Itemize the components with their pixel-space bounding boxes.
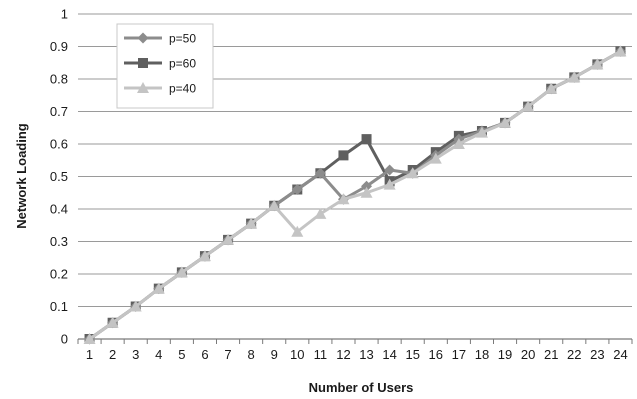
data-point	[222, 233, 235, 245]
data-point	[522, 100, 535, 112]
series-p-40	[83, 45, 627, 344]
data-point	[152, 282, 165, 294]
x-tick-label: 4	[155, 347, 162, 362]
legend-box	[116, 23, 214, 109]
data-point	[175, 266, 188, 278]
x-tick-label: 3	[132, 347, 139, 362]
data-point	[591, 58, 604, 70]
data-point	[129, 300, 142, 312]
data-point	[314, 207, 327, 219]
x-tick-label: 22	[567, 347, 581, 362]
legend-marker	[138, 58, 148, 68]
data-point	[291, 184, 303, 195]
data-point	[545, 82, 558, 94]
legend-label: p=50	[169, 32, 196, 46]
x-tick-label: 18	[475, 347, 489, 362]
data-point	[406, 167, 419, 179]
y-tick-label: 0	[61, 332, 68, 347]
x-tick-label: 5	[178, 347, 185, 362]
y-axis-title: Network Loading	[14, 123, 29, 229]
data-point	[452, 138, 465, 149]
gridlines	[78, 13, 632, 307]
x-tick-label: 24	[613, 347, 627, 362]
legend-item: p=40	[124, 82, 196, 96]
x-tick-label: 19	[498, 347, 512, 362]
data-point	[361, 134, 372, 145]
data-point	[106, 316, 119, 328]
x-tick-label: 7	[224, 347, 231, 362]
data-point	[568, 71, 581, 83]
data-point	[614, 45, 627, 57]
y-tick-label: 0.5	[50, 169, 68, 184]
legend-label: p=60	[169, 57, 196, 71]
x-tick-label: 21	[544, 347, 558, 362]
legend-label: p=40	[169, 82, 196, 96]
x-tick-label: 15	[405, 347, 419, 362]
x-tick-label: 8	[248, 347, 255, 362]
y-tick-label: 1	[61, 7, 68, 22]
data-point	[361, 180, 373, 192]
data-point	[198, 250, 211, 262]
legend-item: p=60	[124, 57, 196, 71]
x-tick-label: 14	[382, 347, 396, 362]
x-tick-label: 11	[314, 347, 328, 362]
x-tick-label: 2	[109, 347, 116, 362]
data-point	[338, 150, 349, 161]
x-tick-label: 9	[271, 347, 278, 362]
legend: p=50 p=60 p=40	[116, 23, 214, 109]
data-point	[337, 193, 350, 205]
data-point	[429, 152, 442, 164]
y-tick-label: 0.9	[50, 39, 68, 54]
x-tick-label: 17	[452, 347, 466, 362]
x-axis-title: Number of Users	[309, 380, 414, 395]
y-tick-label: 0.8	[50, 72, 68, 87]
y-tick-label: 0.3	[50, 234, 68, 249]
data-point	[268, 199, 281, 211]
x-tick-label: 12	[336, 347, 350, 362]
data-point	[499, 116, 512, 128]
series-group	[83, 45, 627, 345]
data-point	[245, 217, 258, 229]
y-tick-label: 0.7	[50, 104, 68, 119]
x-tick-label: 13	[359, 347, 373, 362]
data-point	[314, 167, 326, 179]
y-tick-label: 0.6	[50, 137, 68, 152]
x-tick-label: 10	[290, 347, 304, 362]
y-axis-ticks: 0 0.1 0.2 0.3 0.4 0.5 0.6 0.7 0.8 0.9 1	[50, 7, 68, 347]
data-point	[291, 225, 304, 237]
x-tick-label: 16	[429, 347, 443, 362]
data-point	[384, 164, 396, 176]
data-point	[83, 333, 96, 344]
x-tick-label: 20	[521, 347, 535, 362]
legend-marker	[137, 82, 149, 93]
data-point	[383, 178, 396, 190]
x-tick-label: 6	[201, 347, 208, 362]
x-tick-label: 1	[86, 347, 93, 362]
x-axis-ticks: 1 2 3 4 5 6 7 8 9 10 11 12 13 14 15 16 17 18 19 20 21 22 23 24	[77, 339, 633, 362]
data-point	[360, 186, 373, 198]
data-point	[475, 126, 488, 138]
legend-item: p=50	[124, 32, 196, 46]
y-tick-label: 0.1	[50, 299, 68, 314]
x-tick-label: 23	[590, 347, 604, 362]
y-tick-label: 0.4	[50, 202, 68, 217]
legend-marker	[137, 32, 149, 44]
y-tick-label: 0.2	[50, 267, 68, 282]
